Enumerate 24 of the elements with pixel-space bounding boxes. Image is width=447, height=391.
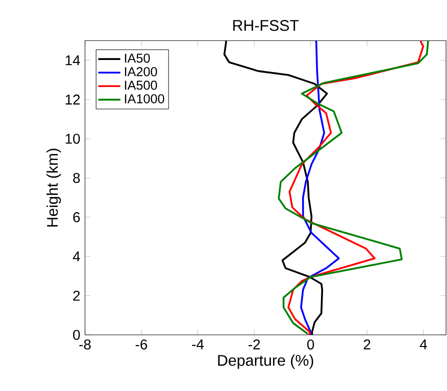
- y-tick-label: 4: [72, 252, 80, 262]
- legend-label: IA200: [124, 67, 158, 76]
- legend-label: IA50: [124, 54, 150, 63]
- y-tick-label: 8: [73, 172, 80, 183]
- x-axis-title: Departure (%): [218, 354, 314, 369]
- x-tick-label: -8: [79, 339, 91, 350]
- y-tick-label: 14: [66, 55, 80, 66]
- legend-label: IA500: [124, 80, 158, 90]
- x-tick-label: 2: [364, 339, 370, 350]
- x-tick-label: 4: [420, 339, 427, 350]
- line-series: [300, 40, 340, 335]
- line-series: [223, 40, 328, 335]
- x-tick-label: -6: [136, 339, 148, 350]
- y-axis-title: Height (km): [46, 148, 61, 226]
- chart-title: RH-FSST: [233, 20, 299, 31]
- y-tick-label: 0: [73, 330, 80, 340]
- x-tick-label: -2: [248, 339, 260, 350]
- y-tick-label: 6: [73, 212, 80, 222]
- y-tick-label: 2: [73, 290, 80, 301]
- y-tick-label: 10: [66, 134, 80, 144]
- y-tick-label: 12: [66, 94, 80, 104]
- legend-label: IA1000: [124, 94, 164, 104]
- x-tick-label: -4: [192, 339, 204, 350]
- x-tick-label: 0: [307, 339, 314, 350]
